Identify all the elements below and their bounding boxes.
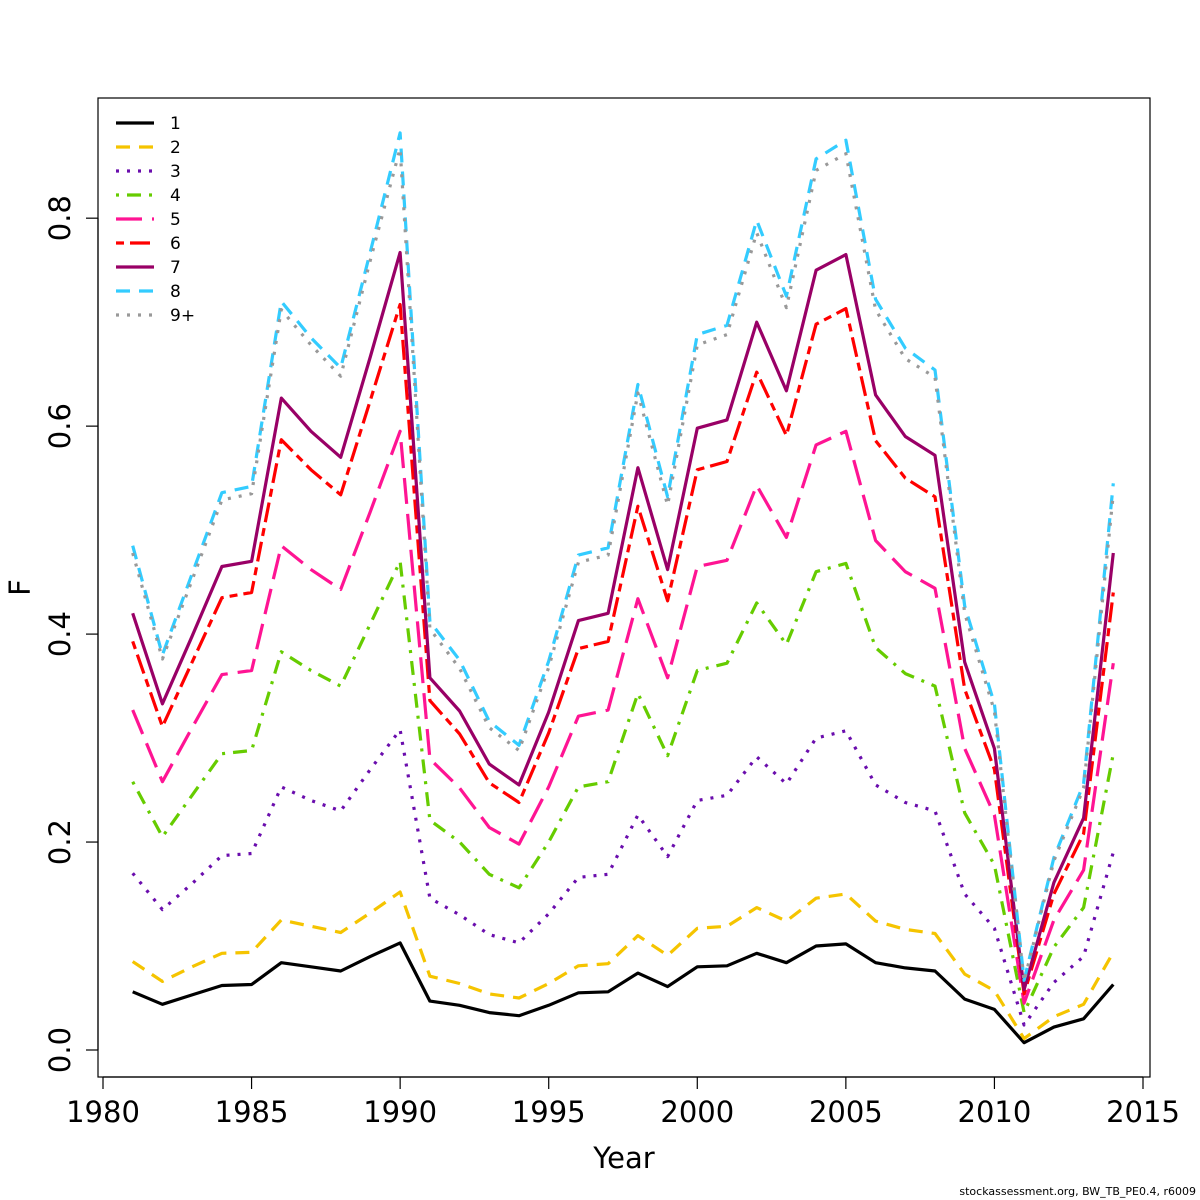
legend-label: 5	[170, 210, 181, 230]
y-tick-label: 0.4	[43, 611, 77, 657]
legend: 1 2 3 4 5 6 7 8 9+	[116, 114, 195, 326]
legend-label: 7	[170, 258, 181, 278]
x-tick-label: 2015	[1106, 1095, 1180, 1129]
series-line-1	[132, 941, 1115, 1045]
y-tick-label: 0.2	[43, 819, 77, 865]
series-line-4	[131, 559, 1115, 1015]
legend-label: 8	[170, 282, 181, 302]
y-tick-label: 0.8	[43, 195, 77, 241]
series-line-5	[131, 429, 1115, 1005]
x-axis-title: Year	[592, 1141, 654, 1175]
legend-label: 9+	[170, 306, 195, 326]
y-tick-label: 0.6	[43, 403, 77, 449]
legend-label: 4	[170, 186, 181, 206]
x-tick-label: 1980	[66, 1095, 140, 1129]
y-axis-title: F	[3, 579, 37, 596]
legend-label: 3	[170, 162, 181, 182]
series-layer	[131, 131, 1115, 1045]
legend-label: 2	[170, 138, 181, 158]
series-line-2	[131, 890, 1115, 1041]
x-tick-label: 2005	[809, 1095, 883, 1129]
x-tick-label: 1990	[363, 1095, 437, 1129]
y-tick-label: 0.0	[43, 1027, 77, 1073]
legend-label: 6	[170, 234, 181, 254]
x-tick-label: 1995	[512, 1095, 586, 1129]
x-tick-label: 2010	[958, 1095, 1032, 1129]
series-line-7	[131, 250, 1115, 992]
x-axis: 1980 1985 1990 1995 2000 2005 2010 2015	[66, 1076, 1180, 1129]
source-note: stockassessment.org, BW_TB_PE0.4, r6009	[959, 1185, 1196, 1198]
plot-frame	[97, 97, 1151, 1078]
legend-label: 1	[170, 114, 181, 134]
series-line-6	[131, 302, 1115, 996]
x-tick-label: 1985	[215, 1095, 289, 1129]
series-line-9plus	[131, 146, 1115, 984]
x-tick-label: 2000	[660, 1095, 734, 1129]
